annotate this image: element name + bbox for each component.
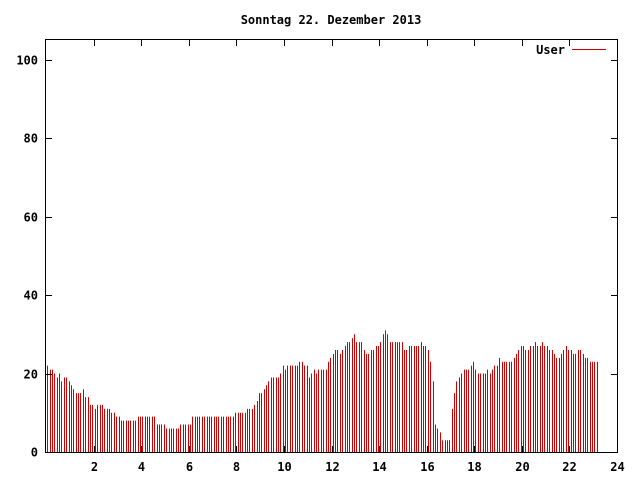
y-axis: 0 20 40 60 80 100 — [16, 54, 617, 460]
x-tick-label: 8 — [233, 460, 240, 474]
x-tick-label: 4 — [138, 460, 145, 474]
chart-title: Sonntag 22. Dezember 2013 — [241, 13, 422, 27]
plot-frame — [45, 39, 618, 453]
x-tick-label: 12 — [325, 460, 339, 474]
x-tick-label: 20 — [515, 460, 529, 474]
bars-group — [47, 330, 598, 452]
x-tick-label: 24 — [610, 460, 624, 474]
x-axis: 2 4 6 8 10 12 14 16 18 20 22 24 — [91, 40, 625, 474]
y-tick-label: 80 — [24, 132, 38, 146]
y-tick-label: 60 — [24, 211, 38, 225]
legend: User — [536, 43, 606, 57]
x-tick-label: 16 — [420, 460, 434, 474]
x-tick-label: 22 — [562, 460, 576, 474]
legend-label-user: User — [536, 43, 565, 57]
x-tick-label: 2 — [91, 460, 98, 474]
y-tick-label: 100 — [16, 54, 38, 68]
x-tick-label: 6 — [186, 460, 193, 474]
x-tick-label: 14 — [372, 460, 386, 474]
y-tick-label: 20 — [24, 368, 38, 382]
x-tick-label: 10 — [277, 460, 291, 474]
x-tick-label: 18 — [467, 460, 481, 474]
y-tick-label: 40 — [24, 289, 38, 303]
y-tick-label: 0 — [31, 446, 38, 460]
